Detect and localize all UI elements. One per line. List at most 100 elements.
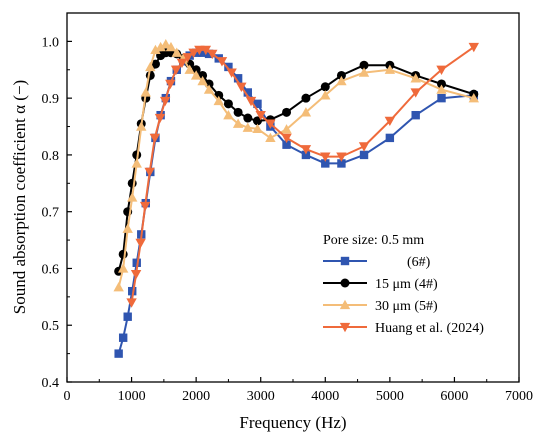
data-point [216, 57, 228, 67]
y-tick-label: 0.5 [42, 319, 60, 334]
legend-marker [340, 256, 350, 266]
data-point [243, 88, 252, 97]
x-tick-label: 1000 [118, 389, 146, 404]
data-point [113, 281, 124, 292]
y-tick-label: 0.6 [42, 262, 60, 277]
data-point [213, 95, 224, 106]
data-point [123, 312, 132, 321]
data-point [282, 107, 292, 117]
data-point [160, 39, 171, 49]
legend-label: (6#) [407, 255, 431, 270]
data-point [265, 119, 276, 129]
data-point [436, 84, 447, 94]
x-tick-label: 0 [64, 389, 71, 404]
data-point [203, 84, 215, 94]
data-point [384, 64, 396, 74]
data-point [301, 150, 311, 160]
series-4 [126, 42, 479, 308]
data-point [198, 48, 207, 57]
data-point [118, 333, 128, 342]
data-point [252, 123, 263, 133]
data-point [320, 152, 331, 162]
data-point [336, 70, 346, 80]
data-point [300, 145, 312, 155]
data-point [191, 65, 201, 75]
data-point [320, 90, 331, 100]
data-point [245, 96, 257, 107]
data-point [190, 70, 202, 80]
data-point [265, 132, 276, 143]
legend-label: 30 μm (5#) [375, 299, 438, 314]
legend-marker [339, 322, 351, 333]
data-point [136, 121, 147, 131]
data-point [384, 116, 396, 127]
data-point [182, 53, 193, 63]
data-point [410, 88, 421, 98]
data-point [282, 140, 291, 149]
data-point [176, 58, 188, 69]
data-point [233, 107, 243, 117]
data-point [139, 201, 151, 212]
series-3 [113, 39, 479, 292]
data-point [301, 93, 311, 103]
data-point [358, 67, 370, 77]
data-point [224, 62, 233, 72]
data-point [188, 48, 199, 58]
y-tick-label: 0.9 [42, 92, 60, 107]
data-point [149, 133, 161, 144]
y-tick-label: 0.7 [42, 206, 60, 221]
data-point [337, 159, 346, 168]
data-point [281, 133, 292, 144]
data-point [243, 113, 253, 123]
data-point [223, 109, 234, 120]
data-point [468, 42, 479, 53]
data-point [150, 59, 160, 69]
data-point [117, 263, 129, 273]
data-point [197, 75, 208, 86]
data-point [155, 41, 166, 52]
data-point [154, 113, 166, 124]
data-point [200, 45, 212, 56]
data-point [359, 60, 369, 70]
legend: Pore size: 0.5 mm (6#) 15 μm (4#) 30 μm (5#… [323, 233, 484, 336]
data-point [385, 133, 395, 143]
data-point [170, 65, 182, 75]
y-axis-title: Sound absorption coefficient α (−) [10, 80, 29, 314]
data-point [436, 65, 447, 75]
data-point [253, 99, 262, 109]
y-tick-label: 1.0 [42, 35, 60, 50]
data-point [204, 49, 214, 59]
legend-marker [339, 299, 351, 310]
x-tick-label: 6000 [440, 389, 468, 404]
x-tick-label: 3000 [247, 389, 275, 404]
data-point [242, 122, 253, 132]
data-point [198, 70, 208, 80]
data-point [171, 47, 182, 57]
data-point [135, 238, 146, 249]
data-point [320, 82, 330, 92]
legend-label: Huang et al. (2024) [375, 321, 484, 336]
y-tick-label: 0.8 [42, 149, 60, 164]
data-point [226, 68, 237, 78]
data-point [207, 49, 218, 60]
data-point [223, 99, 233, 109]
x-tick-label: 2000 [182, 389, 210, 404]
data-point [358, 142, 370, 152]
data-point [150, 44, 161, 55]
data-point [126, 298, 137, 308]
data-point [127, 192, 138, 202]
legend-title: Pore size: 0.5 mm [323, 233, 424, 248]
data-point [118, 249, 128, 259]
data-point [336, 75, 347, 86]
data-point [336, 152, 347, 162]
x-axis-title: Frequency (Hz) [239, 413, 346, 432]
legend-label: 15 μm (4#) [375, 277, 438, 292]
data-point [159, 96, 171, 107]
data-point [411, 110, 420, 120]
data-point [410, 73, 421, 83]
data-point [114, 349, 123, 358]
data-point [437, 93, 446, 103]
x-tick-label: 4000 [311, 389, 339, 404]
data-point [359, 150, 369, 160]
